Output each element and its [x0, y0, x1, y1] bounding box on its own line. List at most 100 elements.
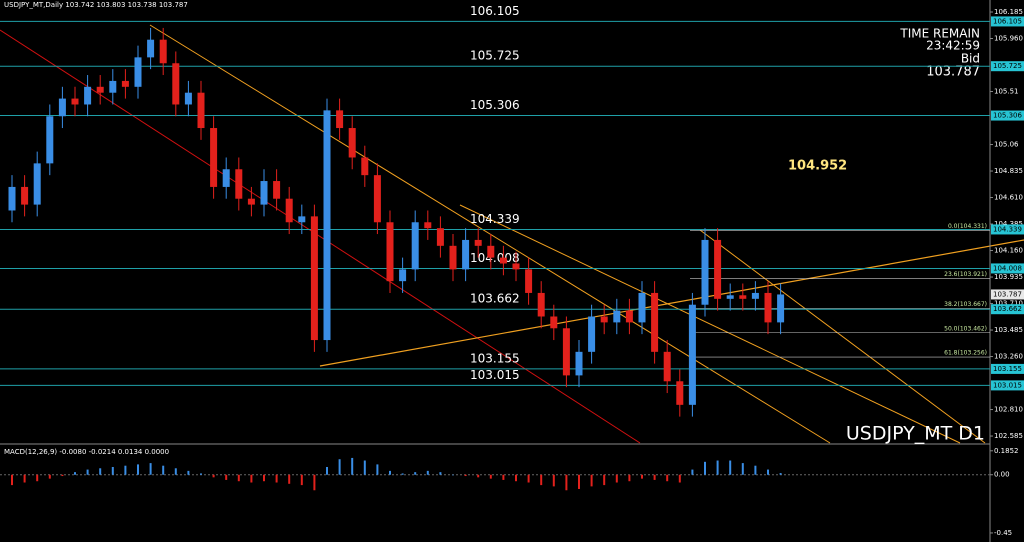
macd-bar — [376, 464, 379, 475]
candle-body — [71, 98, 79, 105]
y-tick-label: 105.51 — [994, 88, 1019, 96]
macd-bar — [515, 474, 517, 482]
candle-body — [46, 116, 54, 164]
macd-bar — [212, 474, 215, 478]
level-label: 103.662 — [470, 292, 520, 306]
macd-bar — [11, 474, 13, 486]
info-text: TIME REMAIN — [899, 27, 980, 41]
candle-body — [562, 328, 570, 376]
y-tick-label: 0.00 — [994, 471, 1010, 479]
fib-label: 0.0(104.331) — [948, 223, 987, 230]
y-tick-label: 104.610 — [994, 194, 1023, 202]
level-axis-box — [991, 363, 1024, 374]
candle-body — [210, 128, 218, 187]
candle-body — [348, 128, 356, 158]
candle-body — [8, 186, 16, 211]
macd-bar — [502, 474, 505, 480]
macd-bar — [149, 463, 152, 475]
macd-bar — [578, 474, 580, 489]
candle-body — [121, 80, 129, 87]
candle-body — [134, 57, 142, 87]
fib-label: 23.6(103.921) — [944, 271, 987, 278]
macd-bar — [615, 474, 618, 483]
level-label: 105.725 — [470, 49, 520, 63]
candle-body — [184, 92, 192, 105]
candle-body — [751, 292, 759, 299]
macd-bar — [23, 474, 26, 483]
macd-bar — [111, 466, 114, 475]
macd-bar — [389, 470, 391, 475]
info-text: 103.787 — [926, 65, 980, 80]
macd-bar — [313, 474, 316, 491]
macd-bar — [590, 474, 593, 487]
candle-body — [260, 181, 268, 205]
y-tick-label: 102.810 — [994, 406, 1023, 414]
y-tick-label: 103.485 — [994, 326, 1023, 334]
y-tick-label: 103.935 — [994, 273, 1023, 281]
trend-line — [149, 24, 831, 444]
macd-bar — [653, 474, 656, 480]
macd-bar — [464, 474, 467, 477]
candle-body — [310, 216, 318, 341]
candle-body — [764, 292, 772, 323]
macd-bar — [61, 474, 64, 477]
macd-bar — [741, 463, 744, 475]
level-label: 105.306 — [470, 98, 520, 112]
level-axis-label: 103.155 — [993, 365, 1022, 373]
macd-bar — [338, 459, 341, 475]
candle-body — [512, 263, 520, 270]
level-axis-label: 105.306 — [993, 112, 1022, 120]
candle-body — [588, 316, 596, 352]
candle-body — [399, 269, 407, 282]
candle-body — [58, 98, 66, 117]
y-tick-label: 105.06 — [994, 141, 1019, 149]
macd-bar — [174, 468, 177, 475]
candle-body — [84, 86, 92, 105]
level-axis-box — [991, 61, 1024, 72]
candle-body — [298, 216, 306, 223]
macd-bar — [200, 473, 202, 475]
chart-title: USDJPY_MT,Daily 103.742 103.803 103.738 … — [4, 1, 188, 9]
candle-body — [109, 80, 117, 93]
macd-bar — [452, 474, 454, 476]
candle-body — [285, 198, 293, 223]
level-label: 103.015 — [470, 368, 520, 382]
candle-body — [499, 257, 507, 264]
level-label: 104.008 — [470, 251, 520, 265]
level-axis-label: 104.339 — [993, 225, 1022, 233]
level-axis-box — [991, 380, 1024, 391]
candle-body — [424, 222, 432, 229]
candle-body — [726, 295, 734, 299]
macd-bar — [36, 474, 39, 482]
macd-bar — [527, 474, 530, 483]
macd-bar — [729, 460, 732, 475]
macd-bar — [666, 474, 669, 482]
y-tick-label: 104.385 — [994, 220, 1023, 228]
candle-body — [373, 175, 381, 223]
annotation: 104.952 — [788, 159, 847, 174]
candle-body — [462, 239, 470, 270]
level-axis-box — [991, 304, 1024, 315]
info-text: Bid — [961, 52, 980, 66]
macd-bar — [124, 465, 127, 475]
macd-bar — [363, 460, 366, 475]
trend-line — [699, 229, 986, 444]
macd-bar — [426, 470, 429, 475]
y-tick-label: 104.160 — [994, 247, 1023, 255]
candle-body — [235, 169, 243, 199]
level-axis-label: 106.105 — [993, 17, 1022, 25]
macd-bar — [86, 469, 89, 475]
symbol-label: USDJPY_MT D1 — [846, 423, 985, 445]
y-tick-label: 102.585 — [994, 432, 1023, 440]
candle-body — [449, 245, 457, 270]
candle-body — [172, 63, 180, 105]
candle-body — [625, 310, 633, 323]
candle-body — [638, 292, 646, 323]
level-axis-box — [991, 224, 1024, 235]
level-label: 103.155 — [470, 351, 520, 365]
trend-line — [0, 29, 641, 444]
macd-bar — [225, 474, 228, 480]
candle-body — [714, 239, 722, 299]
level-axis-box — [991, 263, 1024, 274]
